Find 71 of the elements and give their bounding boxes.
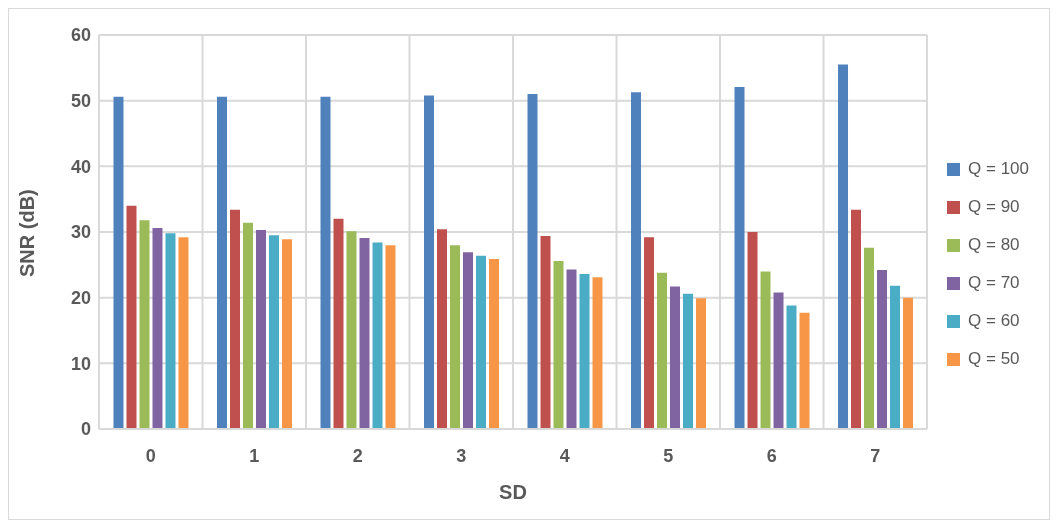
- bar: [489, 258, 499, 429]
- bar: [877, 270, 888, 429]
- y-tick-label: 50: [70, 91, 91, 112]
- x-tick-label: 2: [352, 445, 363, 466]
- bar: [476, 255, 486, 429]
- legend-label: Q = 100: [968, 159, 1029, 178]
- x-tick-label: 3: [456, 445, 467, 466]
- bar: [359, 237, 370, 429]
- bar: [838, 64, 849, 429]
- bar: [346, 231, 357, 429]
- y-tick-label: 30: [70, 222, 91, 243]
- bar: [851, 209, 862, 429]
- bar: [165, 233, 176, 429]
- y-axis-title: SNR (dB): [16, 189, 39, 277]
- x-tick-label: 5: [663, 445, 674, 466]
- x-axis-title: SD: [499, 481, 527, 503]
- bar: [255, 230, 266, 429]
- y-tick-label: 20: [70, 288, 91, 309]
- bar: [734, 86, 745, 429]
- bar: [450, 245, 460, 429]
- y-tick-label: 0: [80, 419, 91, 440]
- y-tick-label: 40: [70, 156, 91, 177]
- bar: [178, 237, 189, 429]
- bar: [644, 237, 655, 429]
- x-tick-label: 7: [870, 445, 881, 466]
- legend-label: Q = 60: [968, 311, 1020, 330]
- bar: [527, 94, 538, 429]
- y-tick-label: 60: [70, 25, 91, 46]
- bar: [229, 209, 240, 429]
- bar: [139, 220, 150, 429]
- bar: [864, 247, 875, 429]
- bar: [760, 271, 771, 429]
- bar: [424, 95, 434, 429]
- bar: [696, 298, 707, 429]
- bar: [657, 272, 668, 429]
- bar: [747, 232, 758, 429]
- legend-label: Q = 90: [968, 197, 1020, 216]
- bar: [631, 92, 642, 429]
- bar: [890, 285, 901, 429]
- bar: [113, 96, 124, 429]
- bar: [268, 235, 279, 429]
- bar: [553, 260, 564, 429]
- bar: [152, 228, 163, 429]
- bar: [786, 305, 797, 429]
- legend-label: Q = 80: [968, 235, 1020, 254]
- bar: [540, 235, 551, 429]
- bar: [579, 274, 590, 429]
- bar: [385, 245, 396, 429]
- bar: [320, 96, 331, 429]
- bar: [566, 269, 577, 429]
- legend-label: Q = 50: [968, 349, 1020, 368]
- bar: [242, 222, 253, 429]
- bar: [903, 297, 914, 429]
- bar: [463, 252, 473, 429]
- x-tick-label: 4: [559, 445, 570, 466]
- y-tick-label: 10: [70, 353, 91, 374]
- x-tick-label: 6: [766, 445, 777, 466]
- bar: [281, 239, 292, 429]
- bar: [437, 229, 447, 429]
- x-tick-label: 0: [145, 445, 156, 466]
- bar: [333, 218, 344, 429]
- bar: [372, 242, 383, 429]
- bar: [799, 312, 810, 429]
- bar: [216, 96, 227, 429]
- bar: [670, 286, 681, 429]
- bar: [683, 293, 694, 429]
- legend-label: Q = 70: [968, 273, 1020, 292]
- bar: [126, 205, 137, 429]
- bar: [773, 292, 784, 429]
- bar: [592, 277, 603, 429]
- x-tick-label: 1: [249, 445, 260, 466]
